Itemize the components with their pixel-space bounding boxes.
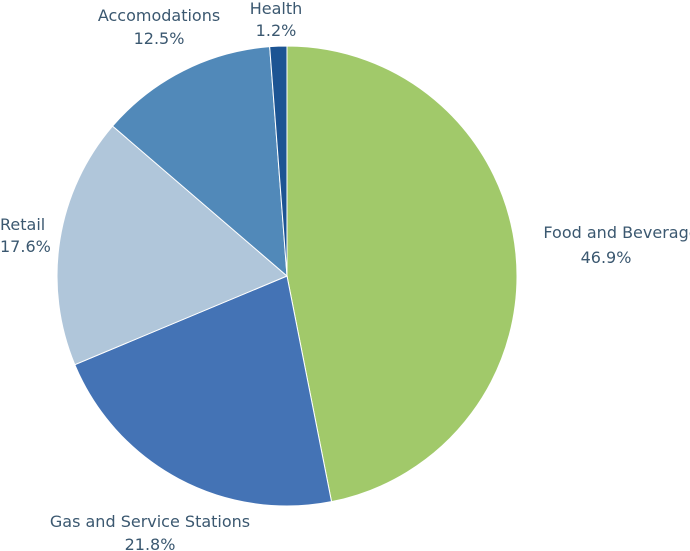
slice-label-gas-and-service-stations: Gas and Service Stations [50,512,250,531]
slice-value-health: 1.2% [256,21,297,40]
slice-label-retail: Retail [0,215,45,234]
pie-slice-gas-and-service-stations [74,275,333,507]
slice-label-health: Health [250,0,303,18]
pie-slice-food-and-beverage [286,45,518,503]
pie-slice-health [269,45,288,277]
pie-slice-accomodations [111,46,288,278]
slices-layer [56,45,518,507]
pie-slice-retail [56,125,288,366]
slice-value-retail: 17.6% [0,237,51,256]
slice-label-food-and-beverage: Food and Beverage [543,223,690,242]
slice-value-accomodations: 12.5% [134,29,185,48]
slice-label-accomodations: Accomodations [98,6,220,25]
slice-value-food-and-beverage: 46.9% [581,248,632,267]
slice-value-gas-and-service-stations: 21.8% [125,535,176,551]
